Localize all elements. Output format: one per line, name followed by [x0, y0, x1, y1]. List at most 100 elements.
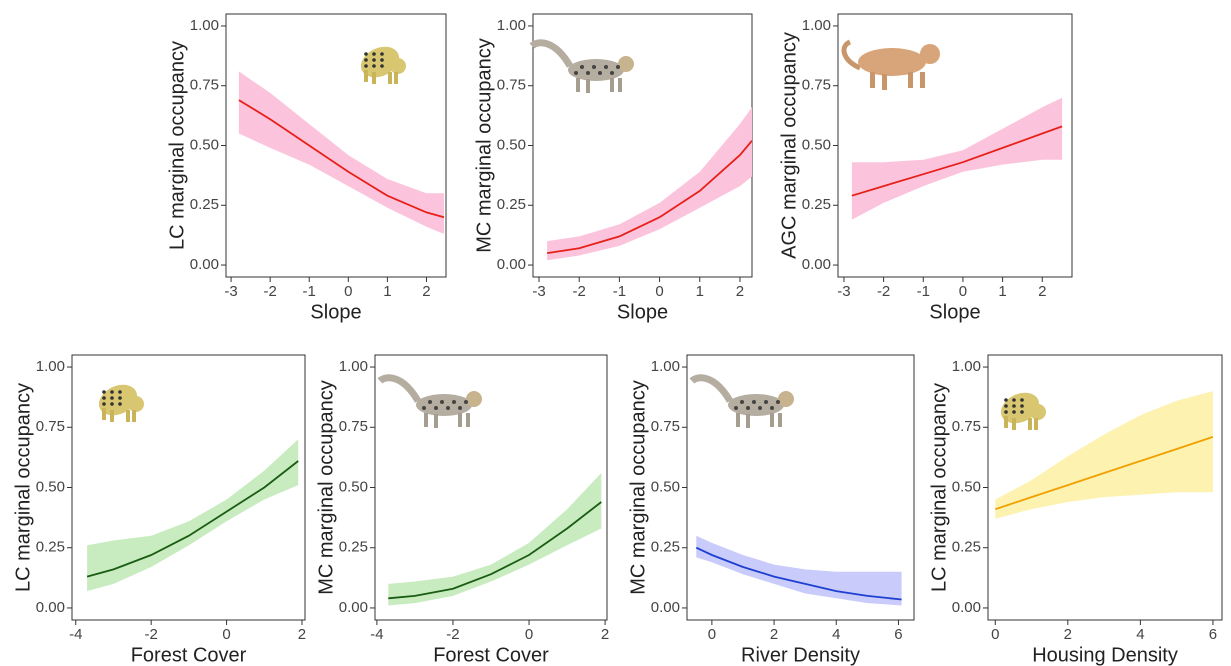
- icon-spot: [616, 65, 620, 69]
- icon-spot: [574, 71, 578, 75]
- y-tick-label: 0.75: [497, 77, 526, 94]
- icon-head: [466, 391, 482, 407]
- x-tick-label: 0: [525, 626, 533, 643]
- icon-spot: [434, 406, 438, 410]
- y-tick-label: 0.50: [952, 478, 981, 495]
- icon-head: [390, 58, 406, 74]
- icon-spot: [604, 65, 608, 69]
- x-tick-label: -4: [370, 626, 383, 643]
- icon-leg: [110, 410, 114, 422]
- y-tick-label: 0.25: [36, 539, 65, 556]
- y-tick-label: 0.50: [190, 136, 219, 153]
- y-tick-label: 0.75: [339, 418, 368, 435]
- icon-leg: [102, 408, 106, 420]
- icon-spot: [380, 58, 384, 62]
- icon-leg: [908, 72, 913, 88]
- x-tick-label: 2: [422, 283, 430, 300]
- icon-spot: [452, 400, 456, 404]
- icon-spot: [372, 64, 376, 68]
- icon-body: [858, 48, 926, 76]
- x-axis-title: Slope: [617, 301, 668, 323]
- icon-spot: [446, 406, 450, 410]
- icon-spot: [102, 396, 106, 400]
- icon-spot: [458, 406, 462, 410]
- y-tick-label: 0.25: [651, 539, 680, 556]
- y-tick-label: 0.50: [651, 478, 680, 495]
- y-axis-title: MC marginal occupancy: [315, 380, 337, 595]
- icon-spot: [580, 65, 584, 69]
- y-tick-label: 0.50: [497, 136, 526, 153]
- y-axis-title: AGC marginal occupancy: [778, 32, 800, 259]
- x-tick-label: 0: [991, 626, 999, 643]
- y-tick-label: 0.25: [497, 196, 526, 213]
- icon-spot: [598, 71, 602, 75]
- x-tick-label: 2: [601, 626, 609, 643]
- icon-spot: [102, 402, 106, 406]
- icon-leg: [1012, 418, 1016, 430]
- icon-spot: [372, 58, 376, 62]
- y-tick-label: 0.00: [497, 256, 526, 273]
- icon-body: [568, 59, 624, 81]
- x-tick-label: 4: [1136, 626, 1144, 643]
- x-tick-label: -1: [303, 283, 316, 300]
- icon-spot: [1020, 404, 1024, 408]
- icon-body: [416, 394, 472, 416]
- icon-spot: [428, 400, 432, 404]
- icon-leg: [576, 78, 580, 92]
- x-tick-label: 0: [959, 283, 967, 300]
- icon-spot: [110, 402, 114, 406]
- y-axis-title: MC marginal occupancy: [473, 38, 495, 253]
- icon-spot: [422, 406, 426, 410]
- x-tick-label: 1: [383, 283, 391, 300]
- x-axis-title: Slope: [310, 301, 361, 323]
- icon-head: [618, 56, 634, 72]
- x-tick-label: -2: [446, 626, 459, 643]
- y-axis-title: LC marginal occupancy: [12, 383, 34, 592]
- y-tick-label: 1.00: [651, 358, 680, 375]
- y-tick-label: 0.50: [802, 136, 831, 153]
- icon-spot: [380, 52, 384, 56]
- y-tick-label: 0.50: [36, 478, 65, 495]
- x-tick-label: 6: [894, 626, 902, 643]
- x-tick-label: -3: [224, 283, 237, 300]
- icon-spot: [770, 406, 774, 410]
- y-tick-label: 1.00: [190, 17, 219, 34]
- y-tick-label: 0.00: [651, 599, 680, 616]
- icon-leg: [126, 410, 130, 422]
- x-axis-title: River Density: [741, 644, 860, 666]
- icon-leg: [1004, 416, 1008, 428]
- icon-leg: [424, 413, 428, 427]
- icon-spot: [1012, 404, 1016, 408]
- icon-leg: [770, 413, 774, 427]
- y-tick-label: 0.75: [651, 418, 680, 435]
- x-tick-label: -2: [263, 283, 276, 300]
- icon-head: [128, 396, 144, 412]
- y-tick-label: 0.50: [339, 478, 368, 495]
- icon-spot: [764, 400, 768, 404]
- icon-leg: [920, 72, 925, 88]
- icon-spot: [1004, 410, 1008, 414]
- icon-spot: [586, 71, 590, 75]
- icon-spot: [102, 390, 106, 394]
- icon-leg: [1034, 418, 1038, 430]
- icon-leg: [586, 79, 590, 93]
- icon-leg: [132, 410, 136, 422]
- icon-spot: [1020, 410, 1024, 414]
- icon-spot: [746, 406, 750, 410]
- icon-leg: [778, 413, 782, 427]
- icon-spot: [440, 400, 444, 404]
- icon-spot: [758, 406, 762, 410]
- icon-spot: [372, 52, 376, 56]
- x-tick-label: -3: [837, 283, 850, 300]
- x-tick-label: 0: [655, 283, 663, 300]
- x-tick-label: 0: [708, 626, 716, 643]
- icon-spot: [1012, 398, 1016, 402]
- y-tick-label: 0.25: [190, 196, 219, 213]
- y-tick-label: 1.00: [36, 358, 65, 375]
- x-tick-label: 4: [832, 626, 840, 643]
- icon-spot: [118, 396, 122, 400]
- icon-leg: [870, 72, 875, 88]
- y-axis-title: LC marginal occupancy: [928, 383, 950, 592]
- panel: 0.000.250.500.751.000246Housing DensityL…: [928, 355, 1222, 666]
